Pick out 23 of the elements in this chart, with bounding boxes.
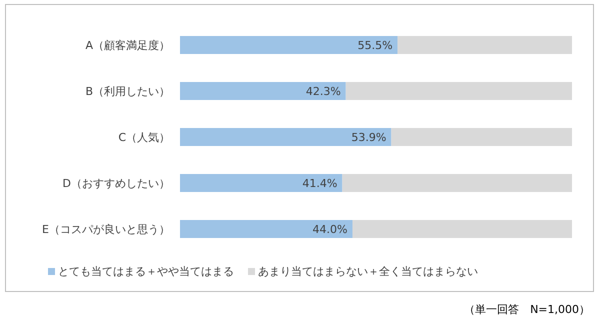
bar: [180, 174, 342, 192]
legend-label: あまり当てはまらない＋全く当てはまらない: [258, 265, 478, 278]
data-label: 41.4%: [302, 177, 338, 190]
bar: [180, 220, 352, 238]
bar: [346, 82, 572, 100]
y-tick-label: C（人気）: [118, 131, 170, 144]
bar: [398, 36, 572, 54]
data-label: 42.3%: [306, 85, 341, 98]
y-tick-label: D（おすすめしたい）: [62, 177, 170, 190]
data-label: 44.0%: [312, 223, 348, 236]
data-label: 55.5%: [358, 39, 393, 52]
data-label: 53.9%: [351, 131, 386, 144]
text: （単一回答 N=1,000）: [464, 303, 590, 316]
y-tick-label: E（コスパが良いと思う）: [42, 223, 170, 236]
legend-label: とても当てはまる＋やや当てはまる: [58, 265, 234, 278]
y-tick-label: B（利用したい）: [85, 85, 170, 98]
bar: [180, 128, 392, 146]
bar: [180, 36, 398, 54]
bar: [342, 174, 572, 192]
bar: [391, 128, 572, 146]
bar: [352, 220, 572, 238]
y-tick-label: A（顧客満足度）: [85, 39, 170, 52]
bar: [180, 82, 346, 100]
